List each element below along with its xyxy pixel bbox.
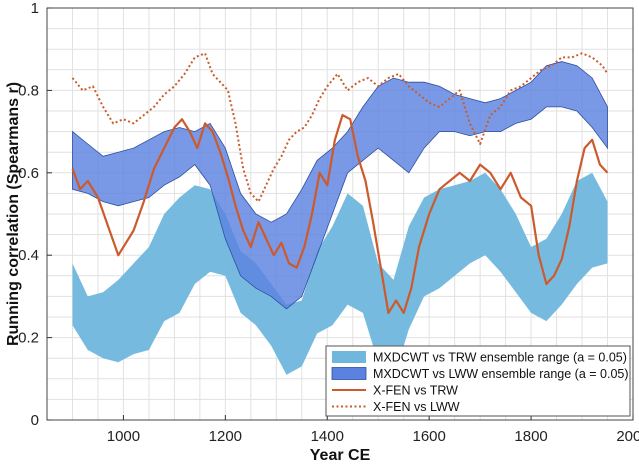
x-tick-label: 1800 <box>514 428 547 445</box>
legend-label: MXDCWT vs LWW ensemble range (a = 0.05) <box>373 367 629 381</box>
legend-swatch <box>332 351 366 363</box>
legend-box <box>325 345 631 417</box>
y-tick-label: 0.6 <box>18 165 39 182</box>
x-tick-label: 1000 <box>107 428 140 445</box>
y-tick-label: 0 <box>31 412 39 429</box>
lines <box>71 52 609 314</box>
y-ticks: 0 0.2 0.4 0.6 0.8 1 <box>18 0 52 429</box>
legend-label: MXDCWT vs TRW ensemble range (a = 0.05) <box>373 351 627 365</box>
bands <box>72 61 608 379</box>
x-tick-label: 1400 <box>311 428 344 445</box>
x-axis-title: Year CE <box>310 447 371 464</box>
line-xfen-lww <box>71 52 609 203</box>
y-tick-label: 0.2 <box>18 330 39 347</box>
x-tick-label: 1600 <box>412 428 445 445</box>
legend: MXDCWT vs TRW ensemble range (a = 0.05) M… <box>325 345 631 417</box>
plot-frame <box>46 7 634 421</box>
legend-label: X-FEN vs TRW <box>373 384 458 398</box>
legend-swatch <box>331 367 367 380</box>
x-tick-label: 1200 <box>209 428 242 445</box>
band-trw <box>72 172 608 379</box>
y-tick-label: 0.8 <box>18 82 39 99</box>
band-lww <box>72 61 608 310</box>
y-axis-title: Running correlation (Spearmans r) <box>5 82 22 346</box>
y-tick-label: 1 <box>31 0 39 17</box>
legend-label: X-FEN vs LWW <box>373 400 460 414</box>
y-tick-label: 0.4 <box>18 247 39 264</box>
line-xfen-trw <box>71 113 609 314</box>
